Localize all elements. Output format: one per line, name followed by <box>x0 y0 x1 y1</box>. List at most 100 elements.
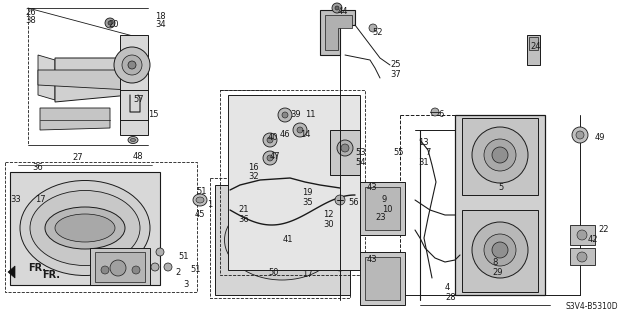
Circle shape <box>277 239 289 251</box>
Text: 36: 36 <box>32 163 43 172</box>
Text: 36: 36 <box>238 215 249 224</box>
Text: 35: 35 <box>302 198 312 207</box>
Text: 11: 11 <box>305 110 316 119</box>
Polygon shape <box>320 10 355 55</box>
Polygon shape <box>55 58 130 102</box>
Text: 39: 39 <box>290 110 301 119</box>
Circle shape <box>128 61 136 69</box>
Circle shape <box>108 21 112 25</box>
Circle shape <box>156 248 164 256</box>
Polygon shape <box>8 266 15 278</box>
Text: 53: 53 <box>355 148 365 157</box>
Circle shape <box>338 263 342 267</box>
Text: 10: 10 <box>382 205 392 214</box>
Text: 23: 23 <box>375 213 386 222</box>
Circle shape <box>335 195 345 205</box>
Circle shape <box>492 242 508 258</box>
Ellipse shape <box>237 210 327 270</box>
Circle shape <box>105 18 115 28</box>
Text: 49: 49 <box>595 133 605 142</box>
Circle shape <box>151 263 159 271</box>
Text: 56: 56 <box>348 198 358 207</box>
Circle shape <box>472 127 528 183</box>
Polygon shape <box>529 37 538 50</box>
Text: 2: 2 <box>175 268 180 277</box>
Polygon shape <box>365 187 400 230</box>
Text: 4: 4 <box>445 283 451 292</box>
Ellipse shape <box>55 214 115 242</box>
Text: 57: 57 <box>133 95 143 104</box>
Circle shape <box>369 24 377 32</box>
Text: 20: 20 <box>108 20 118 29</box>
Polygon shape <box>330 130 360 175</box>
Text: 31: 31 <box>418 158 429 167</box>
Polygon shape <box>325 15 352 50</box>
Bar <box>220 90 365 275</box>
Circle shape <box>577 230 587 240</box>
Text: 27: 27 <box>72 153 83 162</box>
Text: 45: 45 <box>195 210 205 219</box>
Circle shape <box>164 263 172 271</box>
Text: 54: 54 <box>355 158 365 167</box>
Circle shape <box>472 222 528 278</box>
Circle shape <box>332 3 342 13</box>
Text: 37: 37 <box>390 70 401 79</box>
Text: FR.: FR. <box>42 270 60 280</box>
Bar <box>5 162 197 292</box>
Text: 19: 19 <box>302 188 312 197</box>
Circle shape <box>577 252 587 262</box>
Text: 48: 48 <box>133 152 143 161</box>
Text: 15: 15 <box>148 110 159 119</box>
Circle shape <box>110 260 126 276</box>
Text: 51: 51 <box>196 187 207 196</box>
Polygon shape <box>95 252 145 282</box>
Text: 44: 44 <box>338 7 349 16</box>
Text: 51: 51 <box>190 265 200 274</box>
Circle shape <box>484 139 516 171</box>
Text: 21: 21 <box>238 205 248 214</box>
Text: 43: 43 <box>367 255 378 264</box>
Circle shape <box>335 6 339 10</box>
Circle shape <box>293 123 307 137</box>
Polygon shape <box>10 172 160 285</box>
Polygon shape <box>38 70 130 90</box>
Polygon shape <box>40 108 110 130</box>
Ellipse shape <box>45 207 125 249</box>
Circle shape <box>282 112 288 118</box>
Text: 14: 14 <box>300 130 310 139</box>
Bar <box>120 90 148 120</box>
Ellipse shape <box>250 221 314 259</box>
Circle shape <box>572 127 588 143</box>
Text: 43: 43 <box>367 183 378 192</box>
Polygon shape <box>365 257 400 300</box>
Circle shape <box>278 108 292 122</box>
Text: 51: 51 <box>178 252 189 261</box>
Polygon shape <box>360 182 405 235</box>
Circle shape <box>132 266 140 274</box>
Text: 50: 50 <box>268 268 278 277</box>
Text: 26: 26 <box>25 8 36 17</box>
Polygon shape <box>462 118 538 195</box>
Polygon shape <box>38 55 55 100</box>
Polygon shape <box>462 210 538 292</box>
Text: 30: 30 <box>323 220 333 229</box>
Polygon shape <box>90 248 150 285</box>
Circle shape <box>267 137 273 143</box>
Circle shape <box>484 234 516 266</box>
Circle shape <box>334 259 346 271</box>
Text: 34: 34 <box>155 20 166 29</box>
Ellipse shape <box>131 138 136 142</box>
Polygon shape <box>228 95 360 270</box>
Ellipse shape <box>20 181 150 276</box>
Ellipse shape <box>225 200 339 280</box>
Text: 17: 17 <box>302 270 312 279</box>
Text: 38: 38 <box>25 16 36 25</box>
Text: 13: 13 <box>418 138 429 147</box>
Circle shape <box>263 151 277 165</box>
Text: 42: 42 <box>588 235 598 244</box>
Text: 17: 17 <box>35 195 45 204</box>
Text: 41: 41 <box>283 235 294 244</box>
Polygon shape <box>215 185 350 295</box>
Circle shape <box>337 140 353 156</box>
Ellipse shape <box>193 194 207 206</box>
